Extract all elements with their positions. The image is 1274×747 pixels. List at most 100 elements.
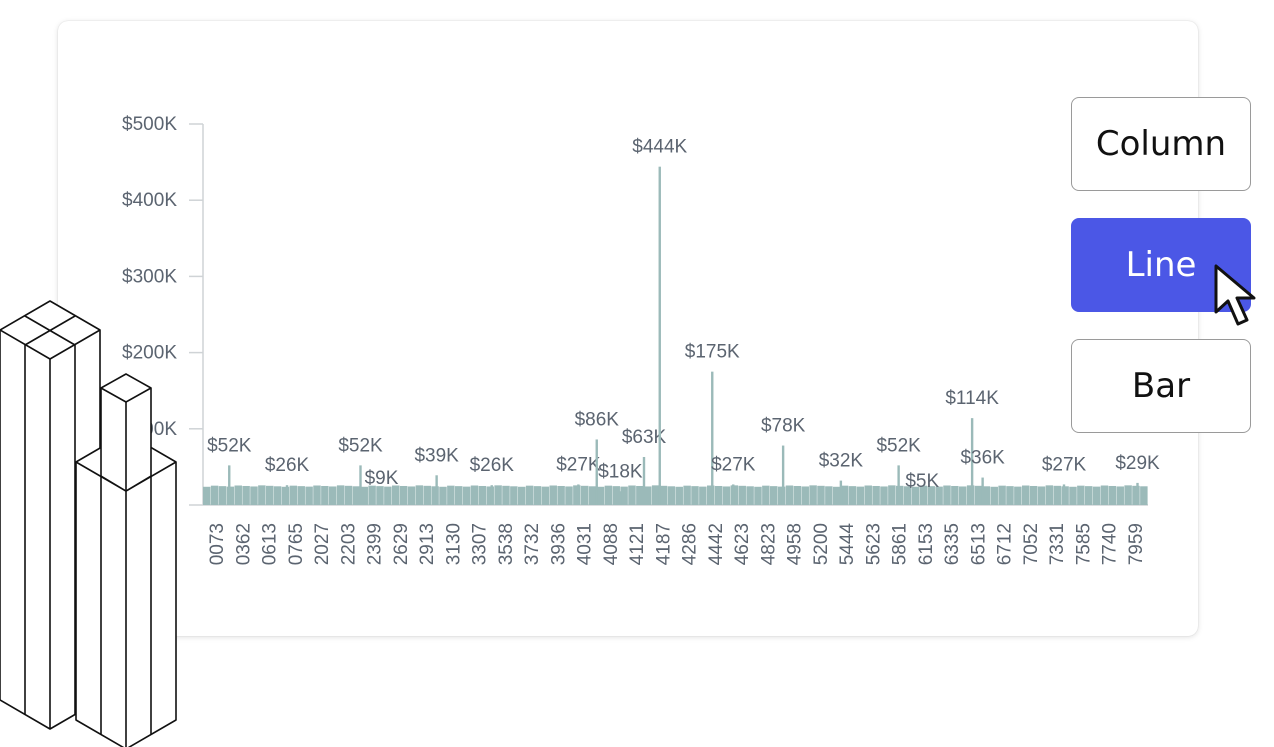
- bar: [825, 486, 833, 505]
- bar: [675, 486, 683, 505]
- data-label: $444K: [632, 137, 687, 158]
- bar: [856, 486, 865, 505]
- bar: [455, 486, 463, 505]
- x-tick-label: 7052: [1021, 523, 1042, 565]
- bar: [990, 486, 998, 505]
- x-tick-label: 6335: [942, 523, 963, 565]
- bar: [392, 485, 400, 505]
- bar: [612, 486, 620, 505]
- bar: [510, 486, 518, 505]
- bar: [840, 485, 849, 505]
- bar: [911, 486, 920, 505]
- x-tick-label: 2399: [365, 523, 386, 565]
- bar: [793, 485, 802, 505]
- bar: [966, 485, 975, 505]
- bar: [707, 485, 715, 505]
- bar: [1037, 486, 1046, 505]
- bar: [1108, 485, 1117, 505]
- x-tick-label: 4187: [653, 523, 674, 565]
- peak-bar: [1062, 484, 1066, 505]
- bar: [360, 486, 368, 505]
- x-tick-label: 3538: [496, 523, 517, 565]
- bar: [1124, 485, 1132, 505]
- bar: [478, 485, 487, 505]
- bar: [1077, 485, 1085, 505]
- x-tick-label: 6513: [968, 523, 989, 565]
- peak-bar: [285, 485, 289, 505]
- data-label: $78K: [761, 416, 806, 437]
- mouse-pointer-icon: [1214, 264, 1256, 326]
- data-label: $63K: [622, 427, 667, 448]
- bar: [982, 486, 991, 505]
- x-tick-label: 4286: [680, 523, 701, 565]
- bar: [919, 485, 928, 505]
- bar: [1029, 485, 1038, 505]
- bar: [1069, 486, 1077, 505]
- bar: [533, 486, 542, 505]
- bar: [699, 486, 707, 505]
- column-button[interactable]: Column: [1071, 97, 1251, 191]
- bar: [234, 485, 242, 505]
- bar: [376, 486, 384, 505]
- data-label: $32K: [819, 451, 864, 472]
- bar: [1132, 485, 1140, 505]
- data-label: $26K: [470, 455, 515, 476]
- x-tick-label: 3307: [470, 523, 491, 565]
- bar: [974, 485, 983, 505]
- bar: [943, 485, 951, 505]
- x-tick-label: 5444: [837, 523, 858, 566]
- peak-bar: [577, 484, 580, 505]
- peak-bar: [595, 439, 598, 505]
- bar: [344, 485, 353, 505]
- x-tick-label: 7959: [1126, 523, 1147, 565]
- bar: [573, 485, 581, 505]
- bar: [927, 486, 935, 505]
- bar: [1022, 485, 1030, 505]
- data-label: $52K: [207, 435, 252, 456]
- bar: [502, 485, 510, 505]
- bar: [368, 485, 376, 505]
- bar: [644, 486, 652, 505]
- x-tick-label: 4088: [601, 523, 622, 565]
- x-tick-label: 4031: [575, 523, 596, 565]
- peak-bar: [970, 418, 974, 505]
- data-label: $26K: [265, 455, 310, 476]
- bar: [1053, 485, 1061, 505]
- bar: [1092, 486, 1101, 505]
- data-label: $39K: [414, 445, 459, 466]
- bar: [447, 485, 455, 505]
- bar: [581, 485, 589, 505]
- bar: [1014, 486, 1022, 505]
- bar: [714, 485, 723, 505]
- bar: [628, 485, 636, 505]
- peak-bar: [1136, 482, 1139, 505]
- peak-bar: [921, 501, 924, 505]
- bar: [659, 485, 668, 505]
- bar: [746, 486, 754, 505]
- bar: [872, 485, 880, 505]
- bar: [817, 485, 825, 505]
- x-tick-label: 3732: [522, 523, 543, 565]
- peak-bar: [228, 465, 231, 505]
- x-tick-label: 6712: [995, 523, 1016, 565]
- peak-bar: [732, 484, 735, 505]
- bar: [667, 486, 676, 505]
- x-tick-label: 0765: [286, 523, 307, 565]
- bar: [297, 486, 305, 505]
- bar-button[interactable]: Bar: [1071, 339, 1251, 433]
- data-label: $5K: [905, 471, 939, 492]
- bar: [407, 486, 416, 505]
- peak-bar: [642, 456, 646, 505]
- peak-bar: [839, 480, 843, 505]
- x-tick-label: 2203: [338, 523, 359, 565]
- column-chart: $500K$400K$300K$200K$100K$52K$26K$52K$9K…: [122, 114, 1160, 566]
- peak-bar: [658, 166, 661, 505]
- x-tick-label: 2629: [391, 523, 412, 565]
- bar: [1006, 486, 1014, 505]
- x-tick-label: 0362: [233, 523, 254, 565]
- bar: [462, 486, 471, 505]
- data-label: $27K: [556, 454, 601, 475]
- peak-bar: [619, 491, 622, 505]
- bar: [423, 485, 431, 505]
- peak-bar: [897, 465, 900, 505]
